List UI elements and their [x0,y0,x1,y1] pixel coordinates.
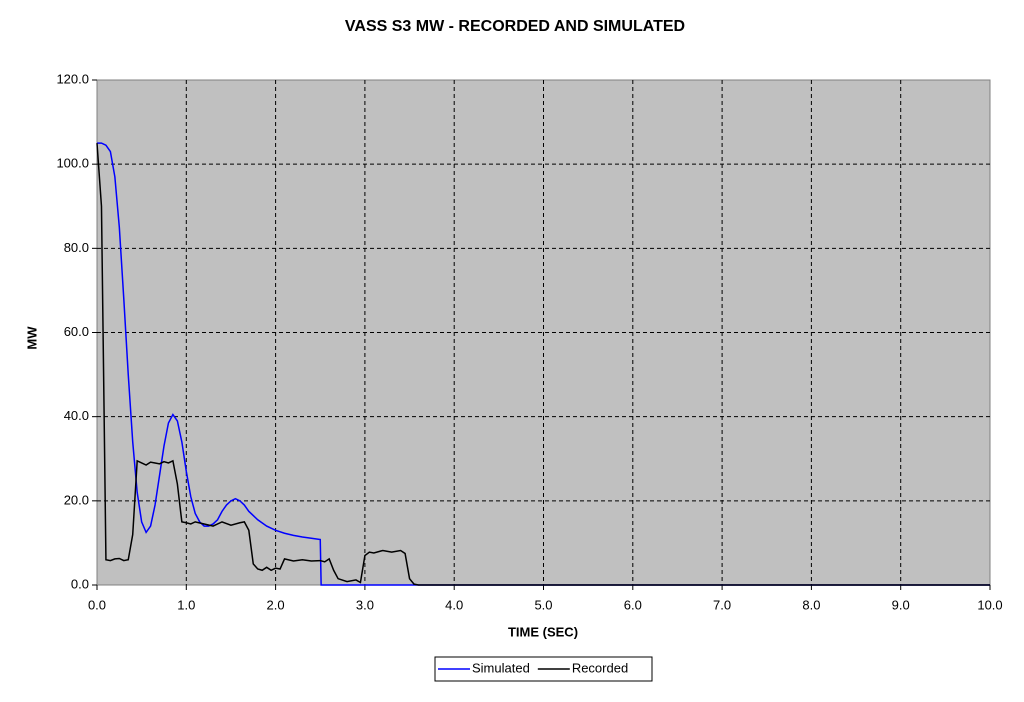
y-tick-label: 60.0 [64,324,89,339]
chart-title: VASS S3 MW - RECORDED AND SIMULATED [345,18,685,35]
legend-label: Simulated [472,660,530,675]
y-tick-label: 80.0 [64,240,89,255]
x-tick-label: 6.0 [624,597,642,612]
x-tick-label: 1.0 [177,597,195,612]
series-line [97,142,990,586]
x-tick-label: 0.0 [88,597,106,612]
x-tick-label: 7.0 [713,597,731,612]
x-axis-title: TIME (SEC) [508,624,578,639]
y-tick-label: 20.0 [64,492,89,507]
y-tick-label: 0.0 [71,576,89,591]
series-line [96,143,990,586]
y-tick-label: 40.0 [64,408,89,423]
x-tick-label: 2.0 [267,597,285,612]
x-tick-label: 3.0 [356,597,374,612]
legend-label: Recorded [572,660,628,675]
x-tick-label: 9.0 [892,597,910,612]
y-tick-label: 100.0 [56,156,89,171]
y-axis-title: MW [24,326,39,350]
x-tick-label: 10.0 [977,597,1002,612]
x-tick-label: 4.0 [445,597,463,612]
x-tick-label: 8.0 [802,597,820,612]
x-tick-label: 5.0 [534,597,552,612]
y-tick-label: 120.0 [56,71,89,86]
